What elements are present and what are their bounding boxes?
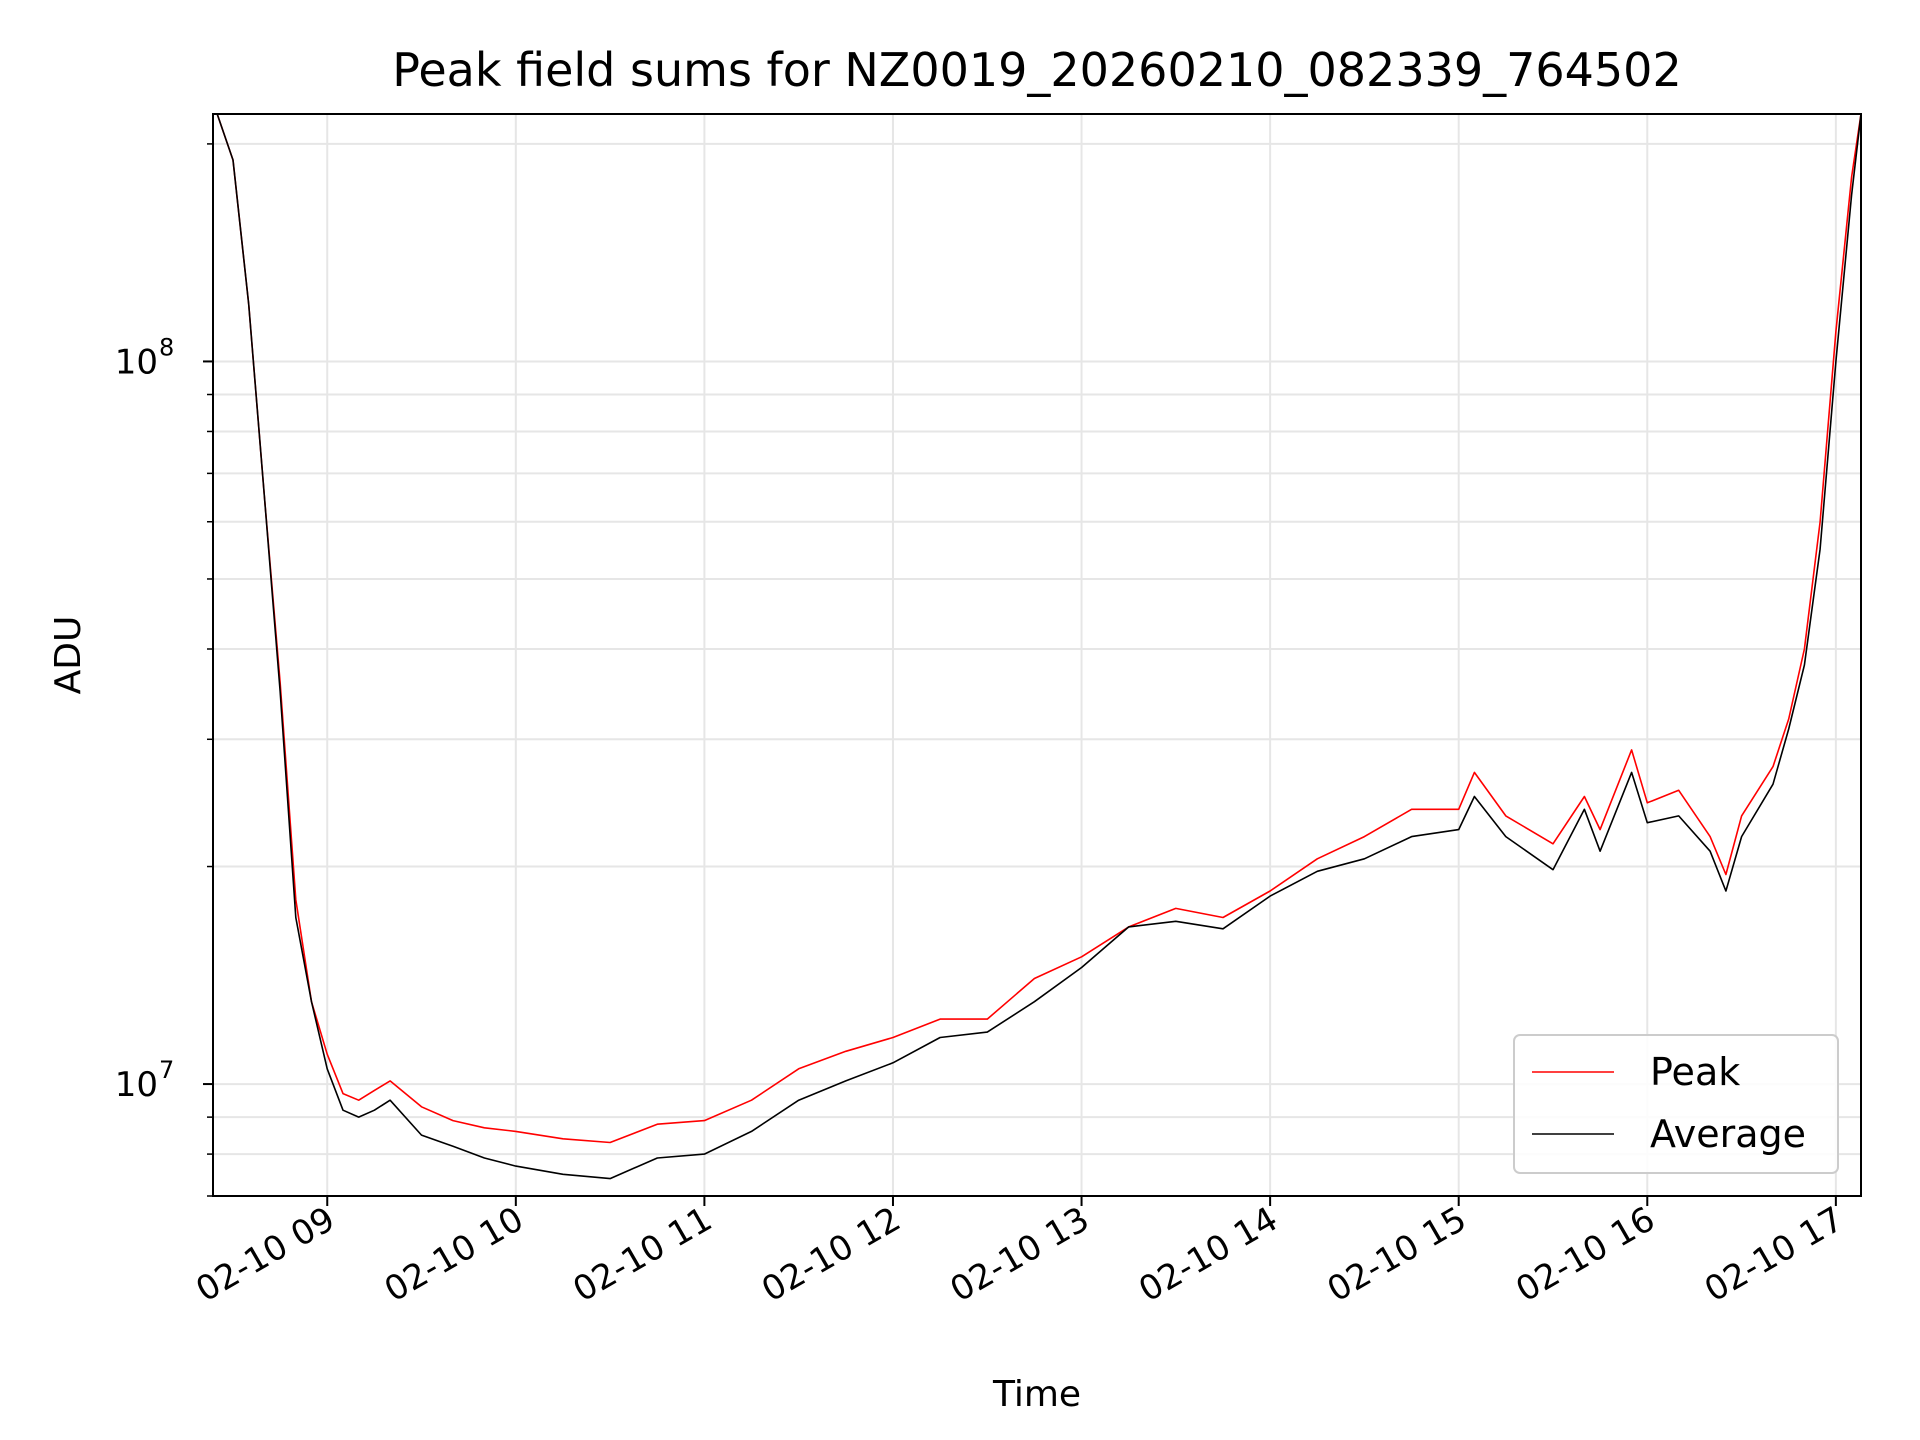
- y-tick-label: 10: [115, 1065, 158, 1105]
- plot-lines: [216, 113, 1862, 1180]
- y-tick-exponent: 8: [159, 333, 174, 361]
- y-tick-exponent: 7: [159, 1056, 174, 1084]
- legend-box: [1513, 1034, 1839, 1174]
- y-tick-label: 10: [115, 342, 158, 382]
- series-line-average: [216, 113, 1862, 1180]
- series-line-peak: [216, 113, 1862, 1144]
- legend-label-average: Average: [1650, 1112, 1806, 1156]
- x-axis-label: Time: [992, 1374, 1081, 1415]
- chart-title: Peak field sums for NZ0019_20260210_0823…: [392, 43, 1681, 97]
- axes-frame: [212, 113, 1862, 1197]
- y-axis-label: ADU: [48, 616, 89, 695]
- legend: Peak Average: [1513, 1034, 1839, 1174]
- legend-label-peak: Peak: [1650, 1050, 1740, 1094]
- grid: [213, 114, 1861, 1197]
